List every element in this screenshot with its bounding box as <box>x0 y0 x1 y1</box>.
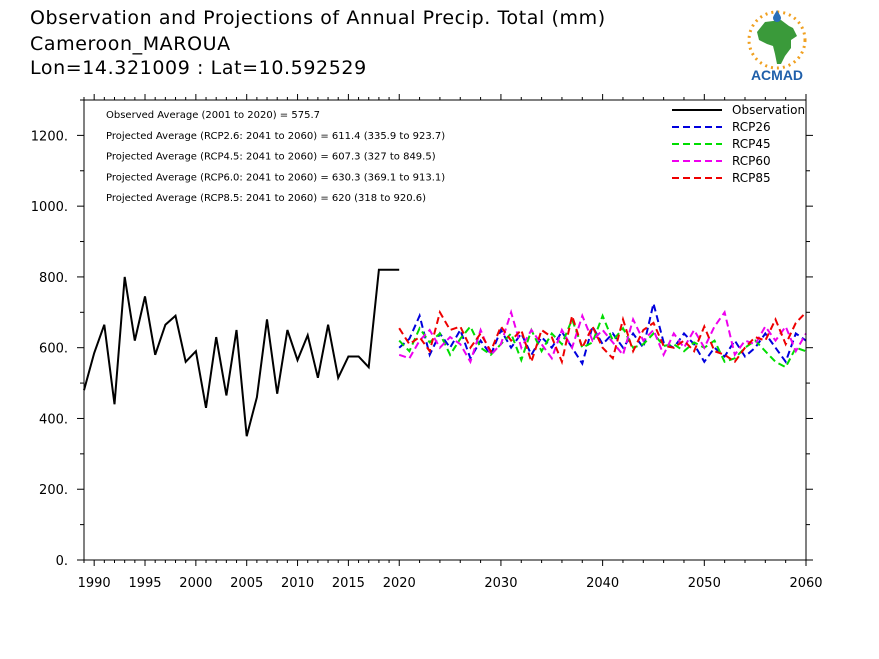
africa-shape <box>757 20 797 64</box>
annotation-4: Projected Average (RCP6.0: 2041 to 2060)… <box>106 172 445 183</box>
annotation-layer: Observed Average (2001 to 2020) = 575.7 P… <box>106 110 445 204</box>
legend-label-rcp60: RCP60 <box>732 154 771 168</box>
y-tick-label: 1000. <box>31 200 68 215</box>
africa-map-logo-icon: ACMAD <box>747 10 807 83</box>
sun-rays <box>747 10 807 70</box>
logo-text: ACMAD <box>751 67 803 83</box>
x-tick-label: 2050 <box>688 576 721 591</box>
chart-coordinates: Lon=14.321009 : Lat=10.592529 <box>30 57 367 79</box>
series-layer <box>83 268 807 437</box>
y-tick-label: 800. <box>39 271 68 286</box>
annotation-3: Projected Average (RCP4.5: 2041 to 2060)… <box>106 152 436 163</box>
annotation-1: Observed Average (2001 to 2020) = 575.7 <box>106 110 320 121</box>
series-rcp45-line <box>398 313 807 369</box>
series-rcp85-line <box>398 309 807 366</box>
x-tick-label: 2040 <box>586 576 619 591</box>
chart-title: Observation and Projections of Annual Pr… <box>30 7 606 29</box>
series-observation-line <box>83 268 400 437</box>
x-tick-label: 1995 <box>128 576 161 591</box>
axes-layer: 0. 200. 400. 600. 800. 1000. 1200. 1990 1995 2000… <box>31 94 823 591</box>
series-rcp60-line <box>398 308 807 365</box>
y-tick-label: 400. <box>39 412 68 427</box>
x-tick-label: 2005 <box>230 576 263 591</box>
legend: Observation RCP26 RCP45 RCP60 RCP85 <box>672 103 805 185</box>
x-tick-label: 2000 <box>179 576 212 591</box>
y-tick-label: 1200. <box>31 129 68 144</box>
legend-label-rcp26: RCP26 <box>732 120 771 134</box>
x-tick-label: 2020 <box>383 576 416 591</box>
x-tick-label: 2030 <box>484 576 517 591</box>
annotation-5: Projected Average (RCP8.5: 2041 to 2060)… <box>106 193 426 204</box>
annotation-2: Projected Average (RCP2.6: 2041 to 2060)… <box>106 131 445 142</box>
x-tick-label: 2010 <box>281 576 314 591</box>
legend-label-observation: Observation <box>732 103 805 117</box>
x-tick-label: 2060 <box>789 576 822 591</box>
water-drop-icon <box>773 10 781 22</box>
chart-location: Cameroon_MAROUA <box>30 33 231 55</box>
legend-label-rcp45: RCP45 <box>732 137 771 151</box>
y-tick-label: 600. <box>39 342 68 357</box>
x-tick-label: 1990 <box>78 576 111 591</box>
legend-label-rcp85: RCP85 <box>732 171 771 185</box>
plot-frame <box>83 99 807 561</box>
series-rcp26-line <box>398 303 807 367</box>
y-tick-label: 200. <box>39 483 68 498</box>
x-tick-label: 2015 <box>332 576 365 591</box>
y-tick-label: 0. <box>56 554 68 569</box>
